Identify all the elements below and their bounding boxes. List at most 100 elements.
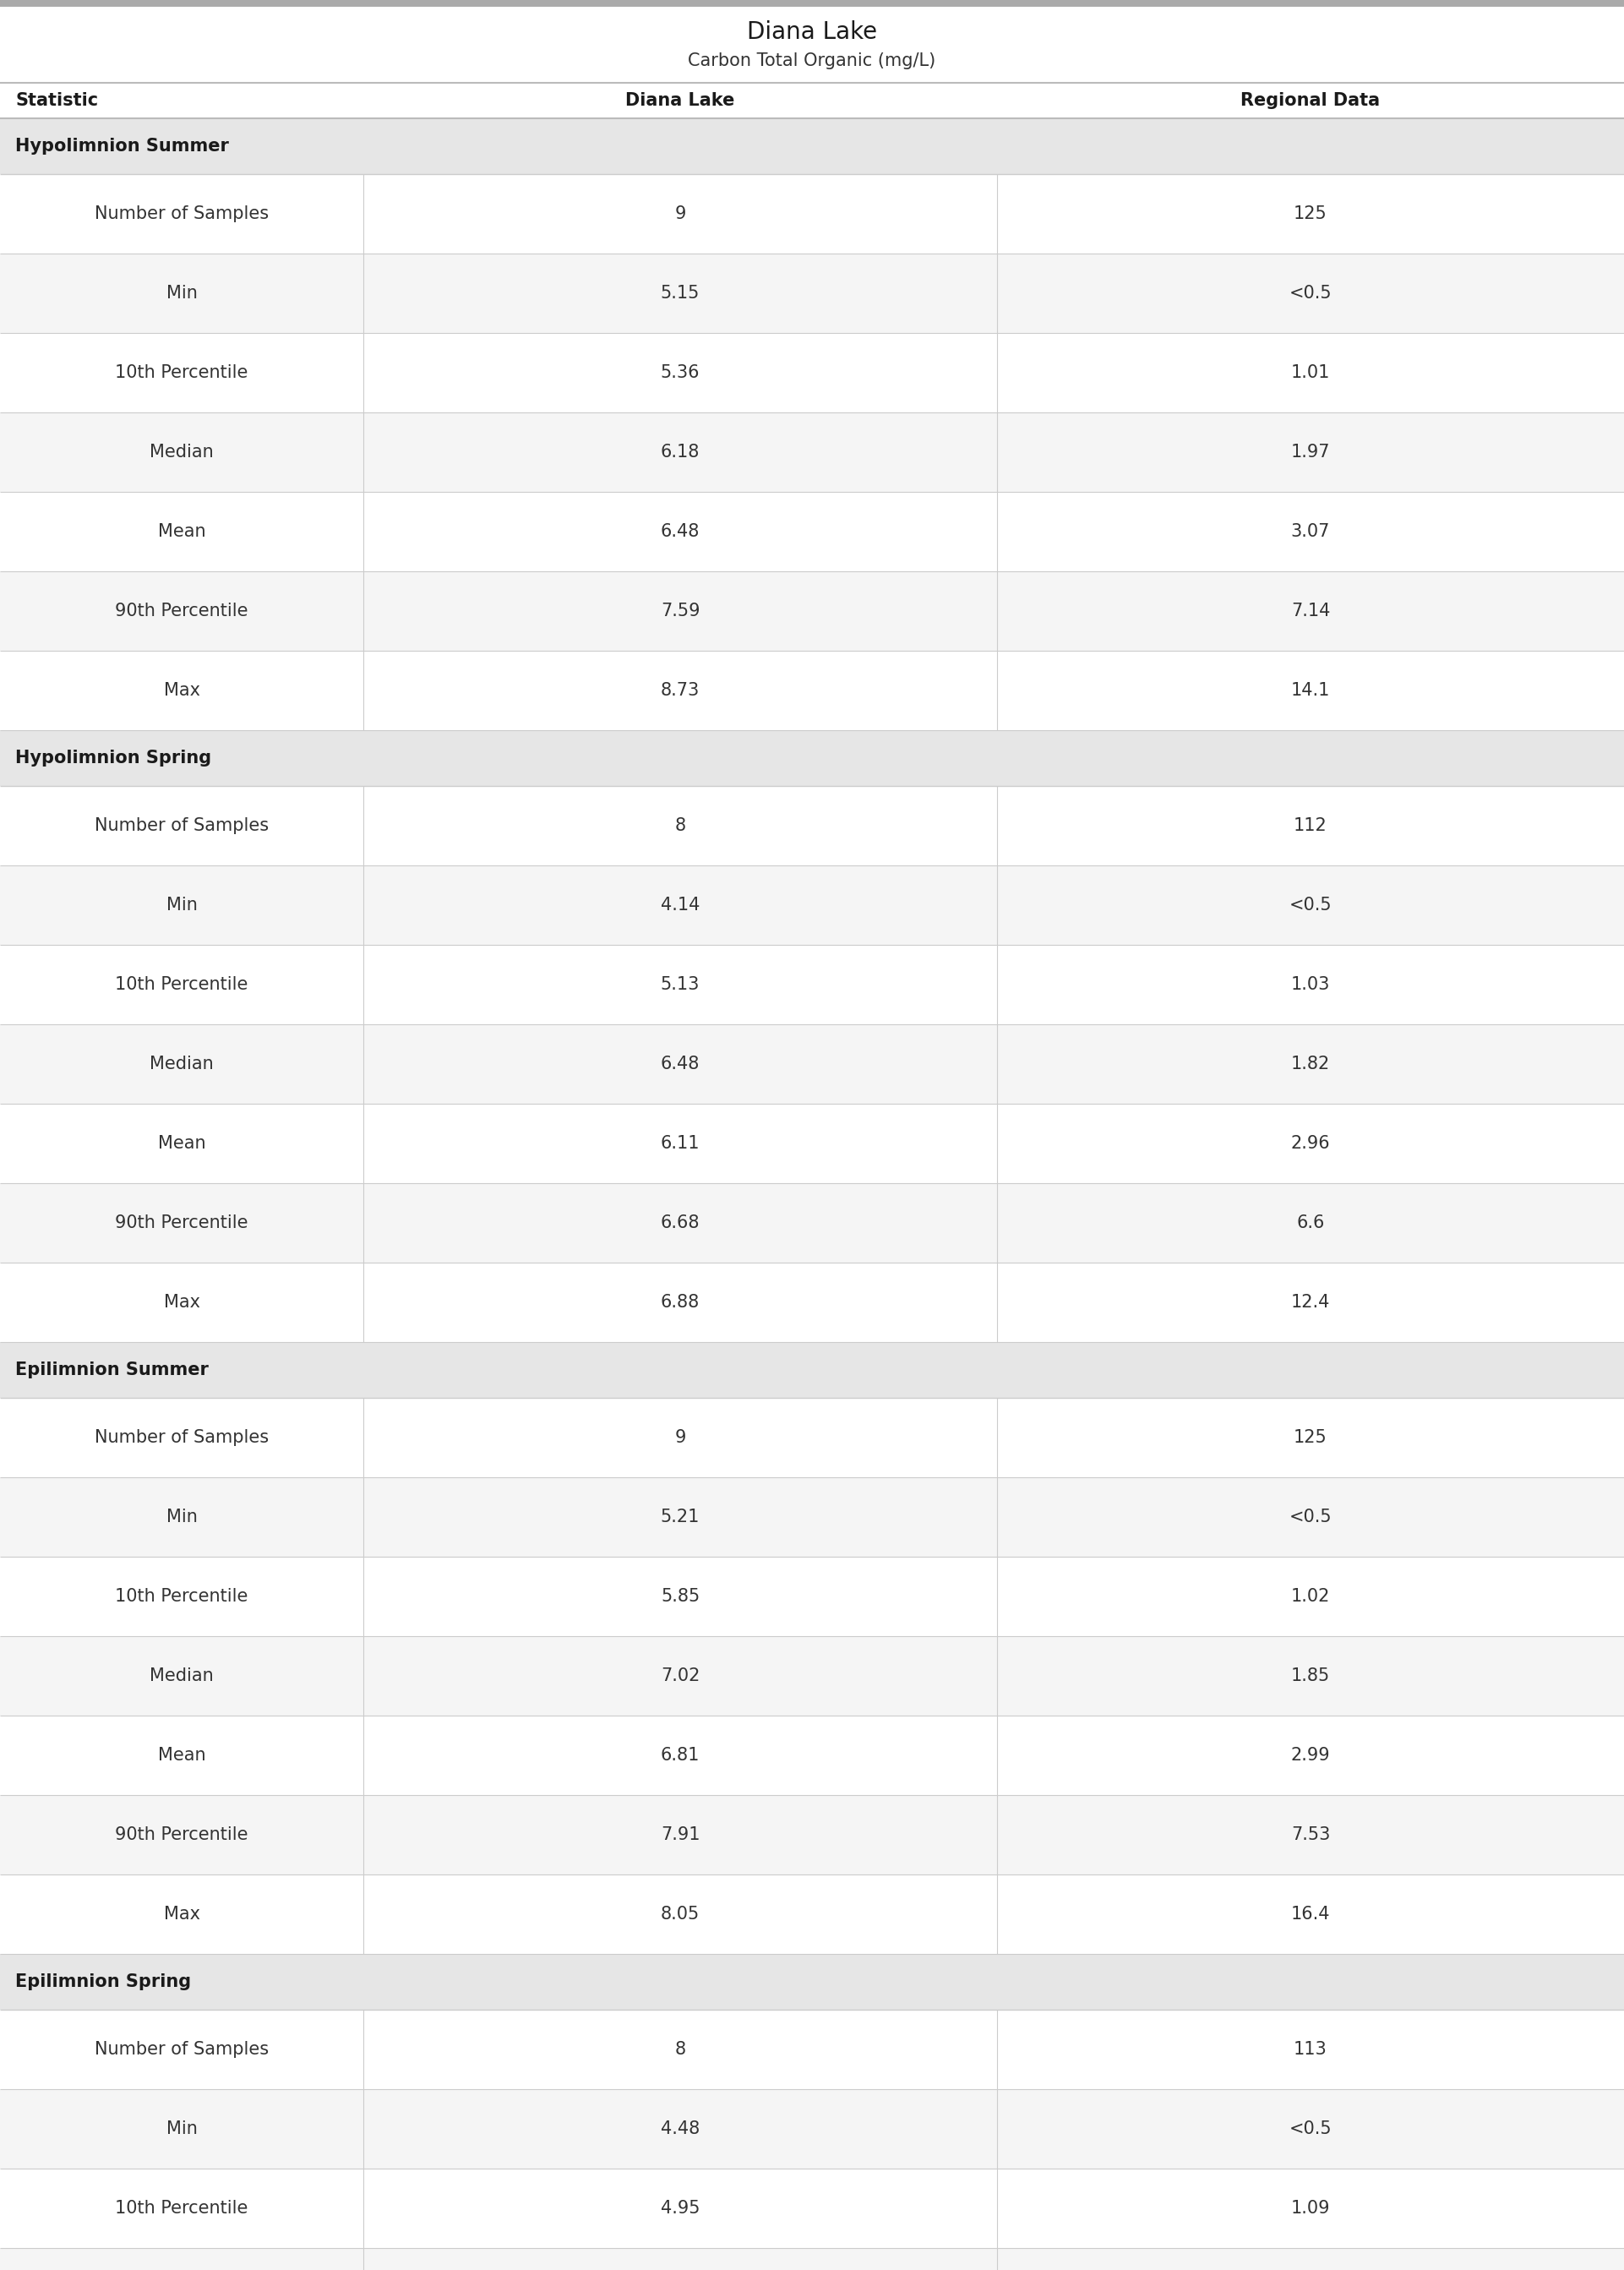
Bar: [0, 1342, 1624, 1398]
Text: 10th Percentile: 10th Percentile: [115, 363, 248, 381]
Bar: [0, 1954, 1624, 2009]
Text: Min: Min: [166, 2120, 197, 2138]
Text: 8.73: 8.73: [661, 681, 700, 699]
Text: 90th Percentile: 90th Percentile: [115, 602, 248, 620]
Text: 125: 125: [1294, 204, 1327, 222]
Text: 90th Percentile: 90th Percentile: [115, 1827, 248, 1843]
Text: 4.48: 4.48: [661, 2120, 700, 2138]
Text: Median: Median: [149, 1668, 214, 1684]
Text: <0.5: <0.5: [1289, 284, 1332, 302]
Text: Mean: Mean: [158, 522, 206, 540]
Text: 6.6: 6.6: [1296, 1214, 1325, 1230]
Text: 1.01: 1.01: [1291, 363, 1330, 381]
Text: 7.14: 7.14: [1291, 602, 1330, 620]
Bar: [0, 334, 1624, 413]
Bar: [0, 0, 1624, 7]
Text: 9: 9: [674, 204, 685, 222]
Bar: [0, 1637, 1624, 1716]
Text: Mean: Mean: [158, 1748, 206, 1764]
Bar: [0, 1398, 1624, 1478]
Text: 3.07: 3.07: [1291, 522, 1330, 540]
Bar: [0, 1716, 1624, 1796]
Text: 2.99: 2.99: [1291, 1748, 1330, 1764]
Bar: [0, 651, 1624, 731]
Text: 5.85: 5.85: [661, 1589, 700, 1605]
Text: Number of Samples: Number of Samples: [94, 817, 268, 833]
Text: 113: 113: [1294, 2041, 1327, 2059]
Text: 6.18: 6.18: [661, 443, 700, 461]
Bar: [0, 865, 1624, 944]
Text: 90th Percentile: 90th Percentile: [115, 1214, 248, 1230]
Text: 2.96: 2.96: [1291, 1135, 1330, 1151]
Text: 6.68: 6.68: [661, 1214, 700, 1230]
Text: 1.02: 1.02: [1291, 1589, 1330, 1605]
Bar: [0, 731, 1624, 785]
Text: 6.88: 6.88: [661, 1294, 700, 1310]
Text: 8: 8: [674, 817, 685, 833]
Text: 1.09: 1.09: [1291, 2200, 1330, 2218]
Text: 9: 9: [674, 1430, 685, 1446]
Text: 7.91: 7.91: [661, 1827, 700, 1843]
Text: 1.03: 1.03: [1291, 976, 1330, 992]
Text: Epilimnion Summer: Epilimnion Summer: [15, 1362, 208, 1378]
Text: Hypolimnion Summer: Hypolimnion Summer: [15, 138, 229, 154]
Bar: [0, 493, 1624, 572]
Bar: [0, 175, 1624, 254]
Text: 10th Percentile: 10th Percentile: [115, 2200, 248, 2218]
Text: <0.5: <0.5: [1289, 2120, 1332, 2138]
Text: 1.82: 1.82: [1291, 1056, 1330, 1071]
Text: 6.48: 6.48: [661, 522, 700, 540]
Text: 5.13: 5.13: [661, 976, 700, 992]
Text: 125: 125: [1294, 1430, 1327, 1446]
Text: 10th Percentile: 10th Percentile: [115, 1589, 248, 1605]
Text: 8: 8: [674, 2041, 685, 2059]
Text: 14.1: 14.1: [1291, 681, 1330, 699]
Text: Hypolimnion Spring: Hypolimnion Spring: [15, 749, 211, 767]
Bar: [0, 1183, 1624, 1262]
Text: Statistic: Statistic: [15, 93, 97, 109]
Bar: [0, 413, 1624, 493]
Bar: [0, 2088, 1624, 2168]
Text: 7.59: 7.59: [661, 602, 700, 620]
Bar: [0, 1024, 1624, 1103]
Text: 112: 112: [1294, 817, 1327, 833]
Bar: [0, 1262, 1624, 1342]
Text: Number of Samples: Number of Samples: [94, 2041, 268, 2059]
Text: 8.05: 8.05: [661, 1907, 700, 1923]
Text: 7.53: 7.53: [1291, 1827, 1330, 1843]
Text: 1.85: 1.85: [1291, 1668, 1330, 1684]
Text: 10th Percentile: 10th Percentile: [115, 976, 248, 992]
Bar: [0, 944, 1624, 1024]
Text: <0.5: <0.5: [1289, 897, 1332, 913]
Text: 5.15: 5.15: [661, 284, 700, 302]
Bar: [0, 1478, 1624, 1557]
Bar: [0, 82, 1624, 118]
Bar: [0, 2168, 1624, 2247]
Text: Min: Min: [166, 897, 197, 913]
Bar: [0, 1796, 1624, 1875]
Bar: [0, 2009, 1624, 2088]
Text: Regional Data: Regional Data: [1241, 93, 1380, 109]
Text: Number of Samples: Number of Samples: [94, 1430, 268, 1446]
Text: Number of Samples: Number of Samples: [94, 204, 268, 222]
Text: Min: Min: [166, 284, 197, 302]
Text: 1.97: 1.97: [1291, 443, 1330, 461]
Text: Max: Max: [164, 681, 200, 699]
Text: 7.02: 7.02: [661, 1668, 700, 1684]
Text: 4.14: 4.14: [661, 897, 700, 913]
Bar: [0, 785, 1624, 865]
Text: 5.21: 5.21: [661, 1510, 700, 1525]
Bar: [0, 572, 1624, 651]
Bar: [0, 2247, 1624, 2270]
Text: Min: Min: [166, 1510, 197, 1525]
Text: 6.11: 6.11: [661, 1135, 700, 1151]
Text: Max: Max: [164, 1907, 200, 1923]
Bar: [0, 1557, 1624, 1637]
Bar: [0, 254, 1624, 334]
Text: <0.5: <0.5: [1289, 1510, 1332, 1525]
Text: Epilimnion Spring: Epilimnion Spring: [15, 1973, 192, 1991]
Text: Carbon Total Organic (mg/L): Carbon Total Organic (mg/L): [689, 52, 935, 70]
Text: 5.36: 5.36: [661, 363, 700, 381]
Text: Median: Median: [149, 1056, 214, 1071]
Text: 16.4: 16.4: [1291, 1907, 1330, 1923]
